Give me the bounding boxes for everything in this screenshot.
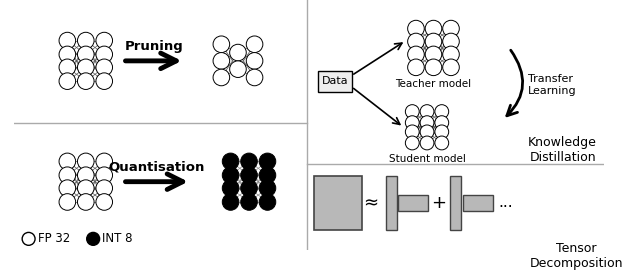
Circle shape	[222, 153, 239, 170]
Circle shape	[259, 180, 276, 196]
Circle shape	[435, 136, 449, 150]
Circle shape	[59, 180, 76, 196]
Circle shape	[241, 167, 257, 183]
Circle shape	[405, 136, 419, 150]
Text: ≈: ≈	[364, 194, 378, 212]
Circle shape	[96, 194, 113, 210]
Bar	[463, 195, 493, 211]
Circle shape	[96, 73, 113, 89]
Circle shape	[96, 46, 113, 63]
Text: Pruning: Pruning	[125, 40, 184, 53]
Circle shape	[420, 116, 434, 130]
Circle shape	[408, 46, 424, 63]
Circle shape	[86, 233, 100, 245]
Circle shape	[241, 194, 257, 210]
Circle shape	[420, 136, 434, 150]
Bar	[314, 176, 362, 230]
Circle shape	[213, 69, 230, 86]
Circle shape	[435, 125, 449, 139]
Circle shape	[443, 59, 460, 76]
Circle shape	[77, 32, 94, 49]
Circle shape	[222, 194, 239, 210]
Bar	[399, 195, 428, 211]
Circle shape	[59, 153, 76, 170]
FancyArrowPatch shape	[507, 50, 523, 116]
Circle shape	[213, 53, 230, 69]
Circle shape	[259, 167, 276, 183]
Circle shape	[443, 46, 460, 63]
Circle shape	[59, 194, 76, 210]
Circle shape	[425, 46, 442, 63]
Text: Student model: Student model	[388, 154, 465, 164]
Circle shape	[59, 59, 76, 76]
Circle shape	[435, 105, 449, 118]
Text: Knowledge
Distillation: Knowledge Distillation	[528, 137, 597, 164]
Circle shape	[222, 180, 239, 196]
Circle shape	[405, 116, 419, 130]
Text: Quantisation: Quantisation	[109, 160, 205, 173]
Circle shape	[96, 32, 113, 49]
Circle shape	[246, 53, 263, 69]
Circle shape	[241, 180, 257, 196]
Circle shape	[77, 180, 94, 196]
Circle shape	[443, 33, 460, 50]
Bar	[450, 176, 461, 230]
Circle shape	[435, 116, 449, 130]
Text: ...: ...	[498, 195, 513, 210]
Circle shape	[408, 33, 424, 50]
Circle shape	[96, 59, 113, 76]
Circle shape	[77, 46, 94, 63]
Text: Teacher model: Teacher model	[396, 79, 472, 89]
Circle shape	[408, 59, 424, 76]
Text: INT 8: INT 8	[102, 232, 133, 245]
Circle shape	[213, 36, 230, 53]
Circle shape	[259, 153, 276, 170]
Circle shape	[230, 44, 246, 61]
Circle shape	[96, 167, 113, 183]
Circle shape	[405, 125, 419, 139]
Text: +: +	[431, 194, 447, 212]
Text: FP 32: FP 32	[38, 232, 70, 245]
Circle shape	[77, 59, 94, 76]
Circle shape	[420, 125, 434, 139]
Circle shape	[420, 105, 434, 118]
Circle shape	[425, 33, 442, 50]
Circle shape	[259, 194, 276, 210]
Circle shape	[77, 73, 94, 89]
Bar	[385, 176, 397, 230]
Circle shape	[96, 180, 113, 196]
Circle shape	[77, 194, 94, 210]
Circle shape	[77, 167, 94, 183]
Circle shape	[425, 59, 442, 76]
Circle shape	[222, 167, 239, 183]
Circle shape	[77, 153, 94, 170]
Circle shape	[425, 20, 442, 37]
Circle shape	[59, 32, 76, 49]
Circle shape	[59, 73, 76, 89]
Circle shape	[246, 69, 263, 86]
Circle shape	[241, 153, 257, 170]
Circle shape	[405, 105, 419, 118]
Circle shape	[96, 153, 113, 170]
Circle shape	[230, 61, 246, 78]
Circle shape	[408, 20, 424, 37]
Circle shape	[59, 167, 76, 183]
Circle shape	[22, 233, 35, 245]
Circle shape	[59, 46, 76, 63]
Text: Transfer
Learning: Transfer Learning	[527, 74, 576, 96]
Text: Tensor
Decomposition: Tensor Decomposition	[530, 242, 623, 270]
Text: Data: Data	[321, 76, 348, 86]
Circle shape	[246, 36, 263, 53]
Circle shape	[443, 20, 460, 37]
FancyBboxPatch shape	[317, 70, 352, 92]
